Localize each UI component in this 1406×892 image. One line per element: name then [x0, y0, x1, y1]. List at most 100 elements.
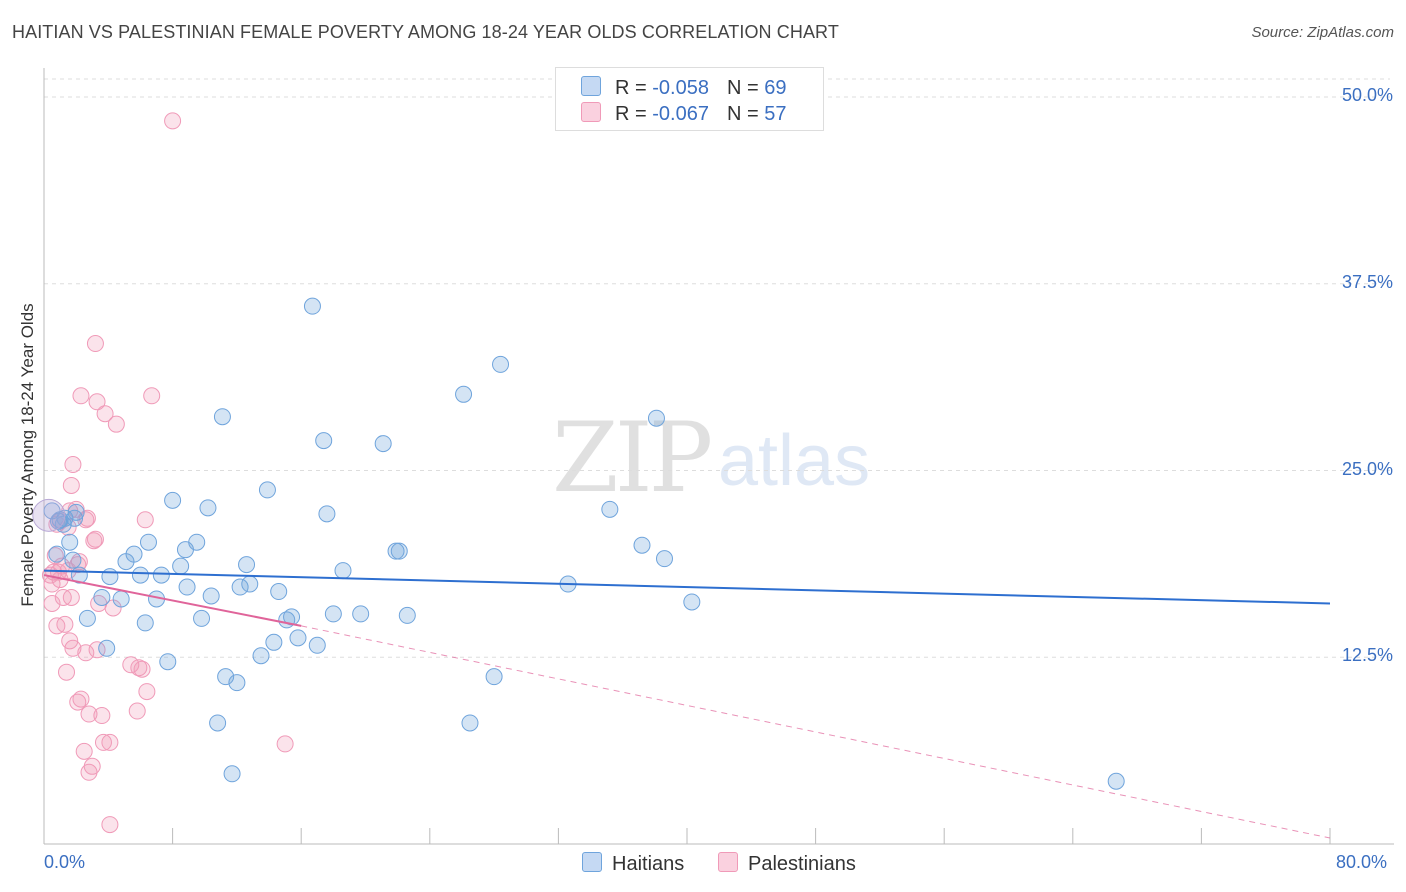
- haitian-point: [213, 408, 231, 426]
- haitian-point: [199, 499, 217, 517]
- palestinian-point: [276, 735, 294, 753]
- legend-r-label: R =: [615, 77, 653, 99]
- palestinian-point: [64, 639, 82, 657]
- legend-n-value-palestinians: 57: [764, 103, 787, 125]
- haitian-point: [318, 505, 336, 523]
- palestinians-legend-icon: [718, 852, 738, 872]
- palestinian-point: [164, 112, 182, 130]
- haitian-point: [164, 491, 182, 509]
- palestinian-point: [58, 663, 76, 681]
- haitian-point: [202, 587, 220, 605]
- haitian-point: [159, 653, 177, 671]
- palestinian-point: [86, 530, 104, 548]
- haitian-point: [334, 562, 352, 580]
- legend-n-label: N =: [726, 77, 765, 99]
- x-tick-label-min: 0.0%: [44, 852, 86, 872]
- palestinian-point: [56, 615, 74, 633]
- watermark-zip: ZIP: [552, 402, 713, 514]
- haitian-point: [172, 557, 190, 575]
- palestinian-point: [143, 387, 161, 405]
- y-tick-label: 12.5%: [1341, 645, 1393, 666]
- haitian-point: [231, 578, 249, 596]
- haitians-swatch-icon: [581, 76, 601, 96]
- haitian-point: [633, 536, 651, 554]
- haitian-point: [193, 609, 211, 627]
- haitian-point: [136, 614, 154, 632]
- haitian-point: [64, 551, 82, 569]
- haitian-point: [131, 566, 149, 584]
- palestinian-point: [94, 733, 112, 751]
- haitian-point: [655, 550, 673, 568]
- palestinian-point: [75, 742, 93, 760]
- palestinian-point: [128, 702, 146, 720]
- legend-row-haitians: R = -0.058 N = 69: [581, 76, 786, 100]
- haitian-point: [485, 668, 503, 686]
- haitian-point: [601, 500, 619, 518]
- haitian-point: [252, 647, 270, 665]
- palestinian-point: [101, 816, 119, 834]
- bottom-legend-haitians-label: Haitians: [612, 853, 685, 875]
- haitian-point: [98, 639, 116, 657]
- y-tick-label: 25.0%: [1341, 458, 1393, 479]
- haitian-point: [270, 583, 288, 601]
- palestinian-point: [107, 415, 125, 433]
- haitian-point: [683, 593, 701, 611]
- haitians-trend-line: [43, 569, 1331, 605]
- palestinian-point: [64, 456, 82, 474]
- palestinian-point: [136, 511, 154, 529]
- haitian-point: [308, 636, 326, 654]
- palestinian-point: [80, 705, 98, 723]
- x-tick-label-max: 80.0%: [1336, 852, 1388, 872]
- haitian-point: [374, 435, 392, 453]
- haitian-point: [461, 714, 479, 732]
- haitian-point: [66, 509, 84, 527]
- y-axis-label: Female Poverty Among 18-24 Year Olds: [18, 303, 37, 607]
- haitian-point: [315, 432, 333, 450]
- haitian-point: [178, 578, 196, 596]
- haitian-point: [238, 556, 256, 574]
- haitian-point: [324, 605, 342, 623]
- haitian-point: [647, 409, 665, 427]
- haitian-point: [67, 503, 85, 521]
- bottom-legend-palestinians-label: Palestinians: [748, 853, 856, 875]
- palestinian-point: [86, 335, 104, 353]
- palestinian-point: [72, 690, 90, 708]
- haitian-point: [492, 355, 510, 373]
- palestinian-point: [77, 644, 95, 662]
- palestinian-point: [93, 707, 111, 725]
- legend-r-value-palestinians: -0.067: [652, 103, 709, 125]
- palestinians-trend-line: [43, 574, 302, 627]
- legend-n-label: N =: [726, 103, 765, 125]
- haitian-point: [217, 668, 235, 686]
- legend-r-label: R =: [615, 103, 653, 125]
- haitian-point: [188, 533, 206, 551]
- haitian-point: [93, 588, 111, 606]
- palestinian-point: [70, 553, 88, 571]
- haitian-point: [223, 765, 241, 783]
- palestinian-point: [96, 405, 114, 423]
- haitian-point: [61, 533, 79, 551]
- haitian-point: [398, 606, 416, 624]
- y-tick-label: 37.5%: [1341, 271, 1393, 292]
- palestinian-point: [78, 509, 96, 527]
- bottom-legend-haitians: Haitians: [582, 852, 684, 876]
- chart-title: HAITIAN VS PALESTINIAN FEMALE POVERTY AM…: [12, 22, 839, 42]
- palestinian-point: [101, 733, 119, 751]
- legend-r-value-haitians: -0.058: [652, 77, 709, 99]
- palestinian-point: [83, 757, 101, 775]
- haitian-point: [152, 566, 170, 584]
- palestinian-point: [43, 594, 61, 612]
- haitian-point: [303, 297, 321, 315]
- haitian-point: [78, 609, 96, 627]
- palestinian-point: [69, 556, 87, 574]
- palestinian-point: [62, 588, 80, 606]
- haitians-legend-icon: [582, 852, 602, 872]
- correlation-legend: R = -0.058 N = 69 R = -0.067 N = 57: [555, 67, 824, 131]
- palestinian-point: [133, 660, 151, 678]
- haitian-point: [1107, 772, 1125, 790]
- bottom-legend-palestinians: Palestinians: [718, 852, 856, 876]
- haitian-point: [48, 545, 66, 563]
- palestinian-point: [88, 393, 106, 411]
- haitian-point: [352, 605, 370, 623]
